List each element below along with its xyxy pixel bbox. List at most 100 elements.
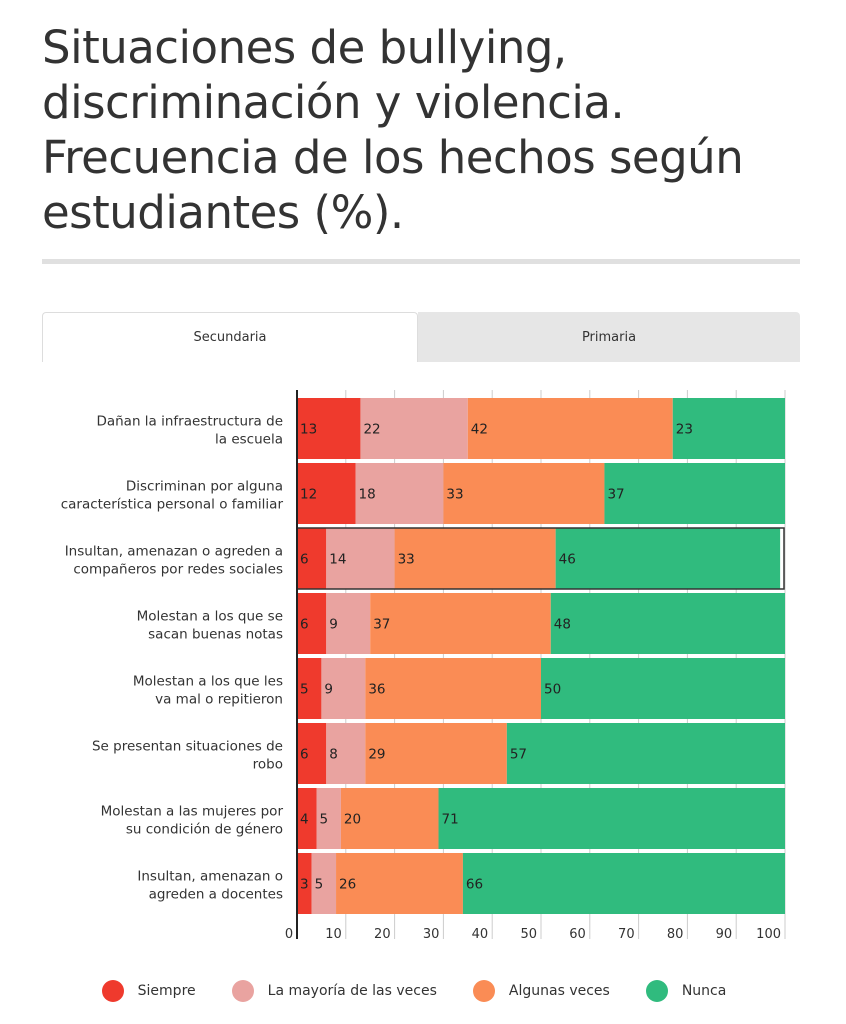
x-tick-label: 0 bbox=[285, 927, 293, 942]
legend-item[interactable]: La mayoría de las veces bbox=[231, 980, 437, 1002]
data-label: 12 bbox=[300, 487, 317, 503]
bar-segment[interactable] bbox=[672, 398, 785, 459]
x-tick-label: 90 bbox=[716, 927, 733, 942]
page-title: Situaciones de bullying, discriminación … bbox=[42, 21, 744, 239]
data-label: 8 bbox=[329, 747, 338, 763]
category-label: Insultan, amenazan o agreden a docentes bbox=[137, 869, 283, 903]
bar-segment[interactable] bbox=[297, 398, 361, 459]
bar-segment[interactable] bbox=[297, 853, 312, 914]
data-label: 23 bbox=[676, 422, 693, 438]
data-label: 20 bbox=[344, 812, 361, 828]
bar-segment[interactable] bbox=[462, 853, 785, 914]
data-label: 4 bbox=[300, 812, 309, 828]
legend-item[interactable]: Algunas veces bbox=[472, 980, 610, 1002]
data-label: 22 bbox=[363, 422, 380, 438]
category-label: Molestan a las mujeres por su condición d… bbox=[101, 804, 284, 838]
data-label: 6 bbox=[300, 552, 309, 568]
bar-segment[interactable] bbox=[550, 593, 785, 654]
data-label: 14 bbox=[329, 552, 346, 568]
data-label: 71 bbox=[442, 812, 459, 828]
legend-item[interactable]: Nunca bbox=[645, 980, 727, 1002]
legend: Siempre La mayoría de las veces Algunas ve… bbox=[0, 980, 846, 1002]
data-label: 33 bbox=[398, 552, 415, 568]
bar-segment[interactable] bbox=[326, 593, 371, 654]
data-label: 9 bbox=[324, 682, 333, 698]
bar-segment[interactable] bbox=[340, 788, 439, 849]
bar-segment[interactable] bbox=[326, 528, 395, 589]
data-label: 48 bbox=[554, 617, 571, 633]
bar-segment[interactable] bbox=[541, 658, 785, 719]
x-tick-label: 60 bbox=[569, 927, 586, 942]
bar-segment[interactable] bbox=[321, 658, 366, 719]
legend-swatch bbox=[101, 980, 124, 1002]
category-label: Insultan, amenazan o agreden a compañeros… bbox=[65, 544, 283, 578]
category-label: Molestan a los que les va mal o repitiero… bbox=[133, 674, 283, 708]
divider bbox=[42, 259, 800, 264]
bar-segment[interactable] bbox=[555, 528, 781, 589]
data-label: 42 bbox=[471, 422, 488, 438]
data-label: 6 bbox=[300, 617, 309, 633]
x-tick-label: 30 bbox=[423, 927, 440, 942]
legend-swatch bbox=[645, 980, 668, 1002]
data-label: 9 bbox=[329, 617, 338, 633]
bar-segment[interactable] bbox=[438, 788, 785, 849]
bar-segment[interactable] bbox=[394, 528, 556, 589]
bar-segment[interactable] bbox=[297, 723, 327, 784]
x-tick-label: 70 bbox=[618, 927, 635, 942]
data-label: 5 bbox=[320, 812, 329, 828]
bar-segment[interactable] bbox=[365, 723, 507, 784]
data-label: 5 bbox=[315, 877, 324, 893]
tab-secundaria[interactable]: Secundaria bbox=[42, 312, 418, 362]
tab-primaria[interactable]: Primaria bbox=[418, 312, 800, 362]
data-label: 6 bbox=[300, 747, 309, 763]
legend-label: Nunca bbox=[681, 983, 727, 999]
data-label: 13 bbox=[300, 422, 317, 438]
legend-swatch bbox=[472, 980, 495, 1002]
bar-segment[interactable] bbox=[311, 853, 337, 914]
legend-item[interactable]: Siempre bbox=[101, 980, 196, 1002]
data-label: 66 bbox=[466, 877, 483, 893]
data-label: 50 bbox=[544, 682, 561, 698]
bar-segment[interactable] bbox=[360, 398, 468, 459]
bar-segment[interactable] bbox=[316, 788, 341, 849]
legend-label: La mayoría de las veces bbox=[267, 983, 437, 999]
data-label: 5 bbox=[300, 682, 309, 698]
legend-swatch bbox=[231, 980, 254, 1002]
data-label: 3 bbox=[300, 877, 309, 893]
category-label: Molestan a los que se sacan buenas notas bbox=[137, 609, 283, 643]
bar-segment[interactable] bbox=[336, 853, 463, 914]
category-label: Se presentan situaciones de robo bbox=[92, 739, 283, 773]
bar-segment[interactable] bbox=[297, 528, 327, 589]
x-tick-label: 40 bbox=[472, 927, 489, 942]
x-tick-label: 100 bbox=[756, 927, 781, 942]
bar-segment[interactable] bbox=[467, 398, 673, 459]
data-label: 29 bbox=[368, 747, 385, 763]
data-label: 46 bbox=[559, 552, 576, 568]
bar-segment[interactable] bbox=[370, 593, 551, 654]
bar-segment[interactable] bbox=[326, 723, 366, 784]
bar-segment[interactable] bbox=[297, 658, 322, 719]
category-label: Dañan la infraestructura de la escuela bbox=[96, 414, 283, 448]
data-label: 57 bbox=[510, 747, 527, 763]
bar-segment[interactable] bbox=[365, 658, 541, 719]
bar-segment[interactable] bbox=[297, 463, 356, 524]
data-label: 26 bbox=[339, 877, 356, 893]
data-label: 37 bbox=[607, 487, 624, 503]
legend-label: Algunas veces bbox=[508, 983, 610, 999]
data-label: 37 bbox=[373, 617, 390, 633]
bar-segment[interactable] bbox=[506, 723, 785, 784]
data-label: 33 bbox=[446, 487, 463, 503]
x-tick-label: 80 bbox=[667, 927, 684, 942]
x-tick-label: 50 bbox=[520, 927, 537, 942]
bar-segment[interactable] bbox=[355, 463, 444, 524]
data-label: 36 bbox=[368, 682, 385, 698]
bar-segment[interactable] bbox=[297, 788, 317, 849]
bar-segment[interactable] bbox=[604, 463, 785, 524]
x-tick-label: 10 bbox=[325, 927, 342, 942]
x-tick-label: 20 bbox=[374, 927, 391, 942]
data-label: 18 bbox=[359, 487, 376, 503]
bar-segment[interactable] bbox=[297, 593, 327, 654]
bar-segment[interactable] bbox=[443, 463, 605, 524]
category-label: Discriminan por alguna característica per… bbox=[61, 479, 284, 513]
